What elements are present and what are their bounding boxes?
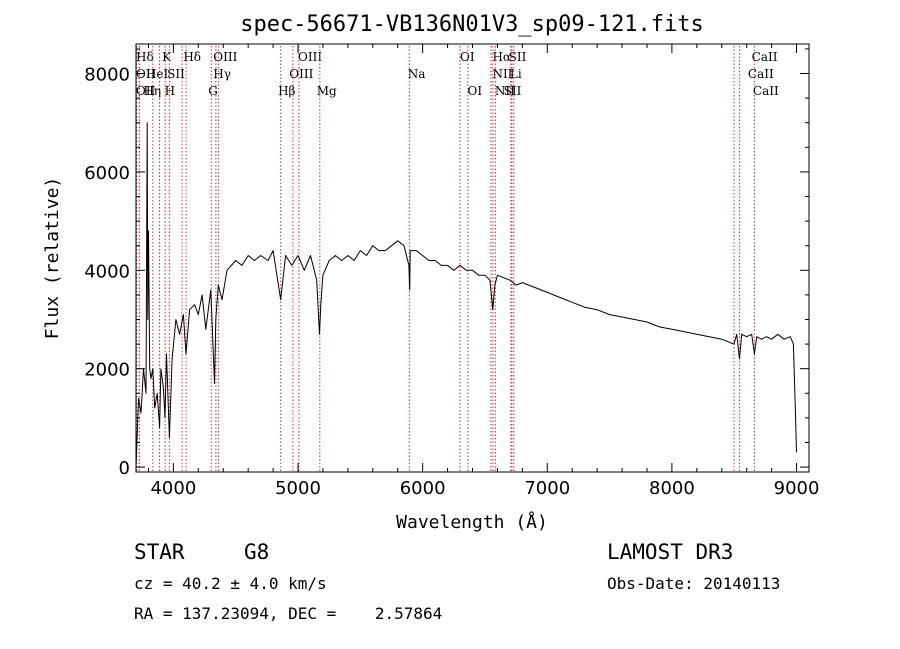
axis-ticks: 4000 5000 6000 7000 8000 9000 0 2000 4000 6000 800… [84, 44, 819, 499]
spectrum-chart: spec-56671-VB136N01V3_sp09-121.fits Hδ K H… [42, 12, 819, 533]
spectral-line-label: CaII [752, 50, 778, 64]
spectral-line-label: OIII [213, 50, 237, 64]
spectral-line-label: G [208, 84, 218, 98]
spectral-line-label: Hδ [136, 50, 154, 64]
y-tick-label: 0 [119, 458, 130, 479]
spectral-line-label: Li [510, 67, 522, 81]
x-tick-label: 4000 [150, 478, 196, 499]
coordinates: RA = 137.23094, DEC = 2.57864 [134, 604, 443, 623]
spectral-line-label: SII [509, 50, 527, 64]
spectral-line-label: HeI [146, 67, 169, 81]
y-axis-label: Flux (relative) [42, 177, 63, 340]
redshift-cz: cz = 40.2 ± 4.0 km/s [134, 574, 327, 593]
spectral-line-label: K [162, 50, 172, 64]
x-tick-label: 8000 [649, 478, 695, 499]
x-tick-label: 7000 [524, 478, 570, 499]
spectral-line-label: Hβ [278, 84, 295, 98]
spectral-line-label: NII [492, 67, 512, 81]
y-tick-label: 6000 [84, 163, 130, 184]
x-tick-label: 9000 [774, 478, 820, 499]
x-axis-label: Wavelength (Å) [396, 511, 548, 533]
flux-series [135, 122, 797, 468]
y-tick-label: 2000 [84, 360, 130, 381]
survey-name: LAMOST DR3 [607, 540, 734, 564]
spectral-line-label: OII [136, 67, 156, 81]
x-tick-label: 5000 [275, 478, 321, 499]
spectral-line-label: OIII [298, 50, 322, 64]
spectral-line-label: OII [136, 84, 156, 98]
spectral-line-label: Na [408, 67, 426, 81]
spectral-line-label: NII [495, 84, 515, 98]
spectral-line-label: SII [504, 84, 522, 98]
spectral-line-label: CaII [748, 67, 774, 81]
spectral-line-label: Mg [317, 84, 337, 98]
y-tick-label: 8000 [84, 65, 130, 86]
x-tick-label: 6000 [400, 478, 446, 499]
plot-frame [135, 43, 810, 473]
y-tick-label: 4000 [84, 261, 130, 282]
spectral-line-label: Hδ [183, 50, 201, 64]
object-class: STAR [134, 540, 185, 564]
chart-title: spec-56671-VB136N01V3_sp09-121.fits [240, 12, 704, 37]
spectral-line-label: H [165, 84, 175, 98]
spectral-line-label: Hα [492, 50, 511, 64]
spectral-line-label: OIII [289, 67, 313, 81]
spectral-line-label: Hγ [213, 67, 231, 81]
object-subclass: G8 [244, 540, 270, 564]
spectral-line-label: CaII [753, 84, 779, 98]
spectral-line-label: SII [167, 67, 185, 81]
obs-date: Obs-Date: 20140113 [607, 574, 781, 593]
spectral-line-label: OI [468, 84, 483, 98]
spectral-line-label: Hη [143, 84, 161, 98]
flux-line [135, 122, 797, 468]
